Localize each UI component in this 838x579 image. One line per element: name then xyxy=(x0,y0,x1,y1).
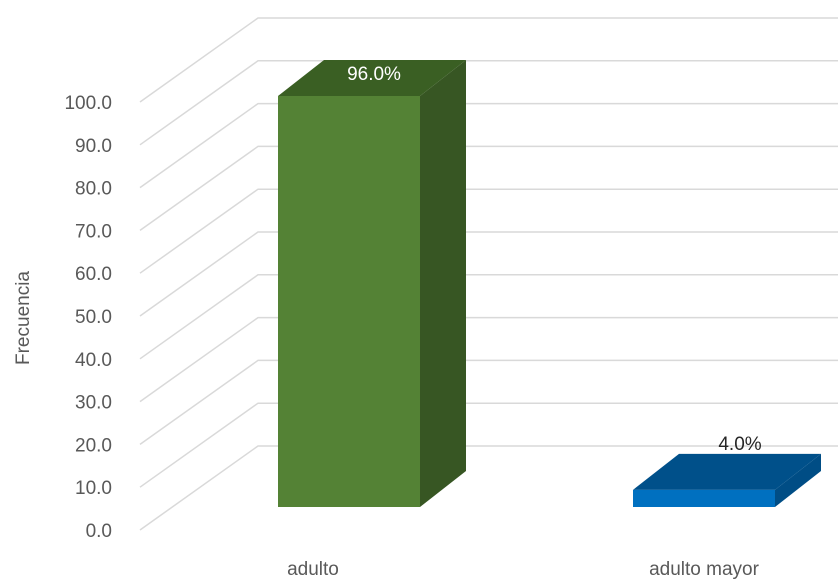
y-tick-label: 80.0 xyxy=(75,179,112,200)
gridline xyxy=(140,275,838,359)
bar-adulto-mayor: 4.0% xyxy=(633,434,821,507)
bar-front xyxy=(278,96,420,507)
data-label: 96.0% xyxy=(347,64,401,85)
bar-adulto: 96.0% xyxy=(278,60,466,507)
y-tick-label: 40.0 xyxy=(75,350,112,371)
category-label: adulto mayor xyxy=(649,559,760,579)
category-label: adulto xyxy=(287,559,339,579)
y-tick-label: 60.0 xyxy=(75,264,112,285)
bar-side xyxy=(420,60,466,507)
y-tick-label: 10.0 xyxy=(75,478,112,499)
y-tick-label: 20.0 xyxy=(75,435,112,456)
gridline xyxy=(140,232,838,316)
bar-front xyxy=(633,490,775,507)
gridline xyxy=(140,318,838,402)
y-axis-ticks: 0.0 10.0 20.0 30.0 40.0 50.0 60.0 70.0 80.0 90.0 1… xyxy=(64,93,112,542)
y-tick-label: 90.0 xyxy=(75,136,112,157)
gridline xyxy=(140,18,838,102)
category-labels: adulto adulto mayor xyxy=(287,559,759,579)
bars: 96.0% 4.0% xyxy=(278,60,821,507)
y-tick-label: 30.0 xyxy=(75,393,112,414)
gridline xyxy=(140,189,838,273)
data-label: 4.0% xyxy=(718,434,761,455)
y-tick-label: 0.0 xyxy=(86,521,112,542)
y-axis-label: Frecuencia xyxy=(13,271,34,365)
y-tick-label: 70.0 xyxy=(75,221,112,242)
y-tick-label: 50.0 xyxy=(75,307,112,328)
gridline xyxy=(140,61,838,145)
y-tick-label: 100.0 xyxy=(64,93,112,114)
gridline xyxy=(140,146,838,230)
gridline xyxy=(140,360,838,444)
gridline xyxy=(140,104,838,188)
